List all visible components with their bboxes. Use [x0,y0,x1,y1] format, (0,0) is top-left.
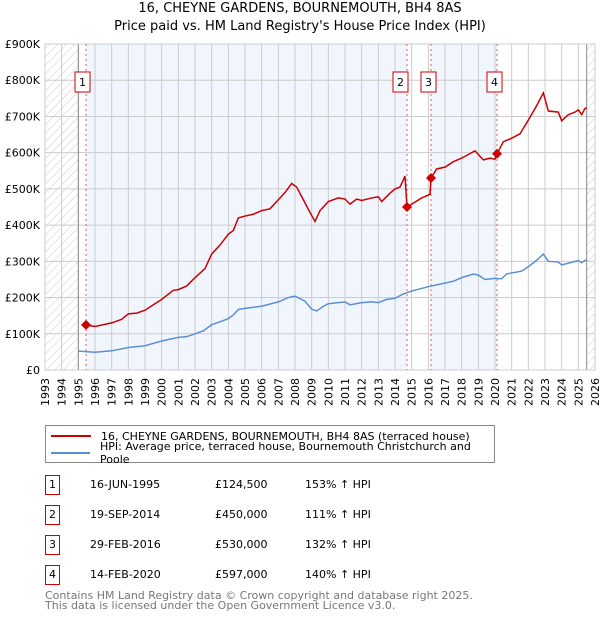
y-tick-label: £700K [5,110,41,123]
x-tick-label: 2010 [322,378,335,406]
x-tick-label: 2008 [289,378,302,406]
chart-subtitle: Price paid vs. HM Land Registry's House … [114,19,486,34]
x-tick-label: 2006 [256,378,269,406]
x-tick-label: 2023 [539,378,552,406]
sale-point [426,173,436,184]
x-tick-label: 2015 [406,378,419,406]
x-tick-label: 1994 [56,378,69,406]
y-tick-label: £800K [5,74,41,87]
x-tick-label: 1996 [89,378,102,406]
transaction-date: 16-JUN-1995 [90,478,161,491]
sale-point [81,319,91,330]
transaction-hpi: 132% ↑ HPI [305,538,371,551]
x-tick-label: 1995 [72,378,85,406]
legend-item-property: 16, CHEYNE GARDENS, BOURNEMOUTH, BH4 8AS… [46,428,470,444]
transaction-number: 4 [45,565,60,585]
transaction-date: 14-FEB-2020 [90,568,161,581]
price-chart: 1993 1994 1995 1996 1997 1998 1999 2000 2001 2002… [5,38,600,406]
y-tick-label: £400K [5,219,41,232]
x-tick-label: 2022 [522,378,535,406]
x-tick-label: 2009 [306,378,319,406]
sale-label: 4 [491,76,498,89]
x-tick-label: 1999 [139,378,152,406]
ownership-shade [431,44,497,370]
transaction-hpi: 111% ↑ HPI [305,508,371,521]
sale-label-box [420,71,437,93]
transaction-hpi: 153% ↑ HPI [305,478,371,491]
legend-item-hpi: HPI: Average price, terraced house, Bour… [46,440,494,466]
transaction-price: £124,500 [215,478,268,491]
y-tick-label: £500K [5,183,41,196]
x-tick-label: 2013 [372,378,385,406]
transaction-number: 3 [45,535,60,555]
hpi-line [78,252,588,354]
x-tick-label: 2017 [439,378,452,406]
sale-label: 2 [397,76,404,89]
x-tick-label: 2000 [156,378,169,406]
x-tick-label: 2001 [172,378,185,406]
sale-label: 1 [79,76,86,89]
x-tick-label: 2024 [556,378,569,406]
y-tick-label: £900K [5,38,41,51]
y-tick-label: £300K [5,255,41,268]
no-data-hatch [586,44,595,370]
footer-licence: This data is licensed under the Open Gov… [45,599,396,612]
transaction-row: 4 14-FEB-2020 £597,000 140% ↑ HPI [45,565,445,585]
ownership-shade [86,44,407,370]
x-tick-label: 2005 [239,378,252,406]
transaction-date: 29-FEB-2016 [90,538,161,551]
y-tick-label: £600K [5,147,41,160]
x-tick-label: 2004 [222,378,235,406]
x-tick-label: 2021 [506,378,519,406]
x-tick-label: 2025 [572,378,585,406]
footer-copyright: Contains HM Land Registry data © Crown c… [45,589,473,602]
x-tick-label: 2002 [189,378,202,406]
x-tick-label: 2011 [339,378,352,406]
sale-label: 3 [425,76,432,89]
legend-swatch-blue [51,452,91,454]
transaction-row: 1 16-JUN-1995 £124,500 153% ↑ HPI [45,475,445,495]
transaction-row: 2 19-SEP-2014 £450,000 111% ↑ HPI [45,505,445,525]
x-tick-label: 2012 [356,378,369,406]
legend-swatch-red [51,435,91,437]
transaction-number: 1 [45,475,60,495]
transaction-number: 2 [45,505,60,525]
sale-label-box [486,71,503,93]
transaction-hpi: 140% ↑ HPI [305,568,371,581]
x-tick-label: 2026 [589,378,600,406]
x-tick-label: 2007 [272,378,285,406]
sale-label-box [74,71,91,93]
legend: 16, CHEYNE GARDENS, BOURNEMOUTH, BH4 8AS… [45,425,495,466]
x-tick-label: 2003 [206,378,219,406]
property-price-line [85,90,587,328]
x-tick-label: 1998 [122,378,135,406]
y-tick-label: £0 [26,364,40,377]
x-tick-label: 2016 [422,378,435,406]
x-tick-label: 2019 [472,378,485,406]
sale-label-box [392,71,409,93]
transaction-price: £450,000 [215,508,268,521]
x-tick-label: 2018 [456,378,469,406]
transaction-price: £597,000 [215,568,268,581]
y-tick-label: £200K [5,292,41,305]
sale-point [492,148,502,159]
y-tick-label: £100K [5,328,41,341]
transaction-row: 3 29-FEB-2016 £530,000 132% ↑ HPI [45,535,445,555]
plot-border [44,43,596,371]
transaction-price: £530,000 [215,538,268,551]
x-tick-label: 1997 [106,378,119,406]
x-tick-label: 2020 [489,378,502,406]
x-tick-label: 2014 [389,378,402,406]
legend-label: 16, CHEYNE GARDENS, BOURNEMOUTH, BH4 8AS… [101,429,470,443]
x-tick-label: 1993 [39,378,52,406]
chart-title: 16, CHEYNE GARDENS, BOURNEMOUTH, BH4 8AS [138,1,462,16]
sale-point [402,202,412,212]
legend-label: HPI: Average price, terraced house, Bour… [100,440,471,466]
transaction-date: 19-SEP-2014 [90,508,161,521]
